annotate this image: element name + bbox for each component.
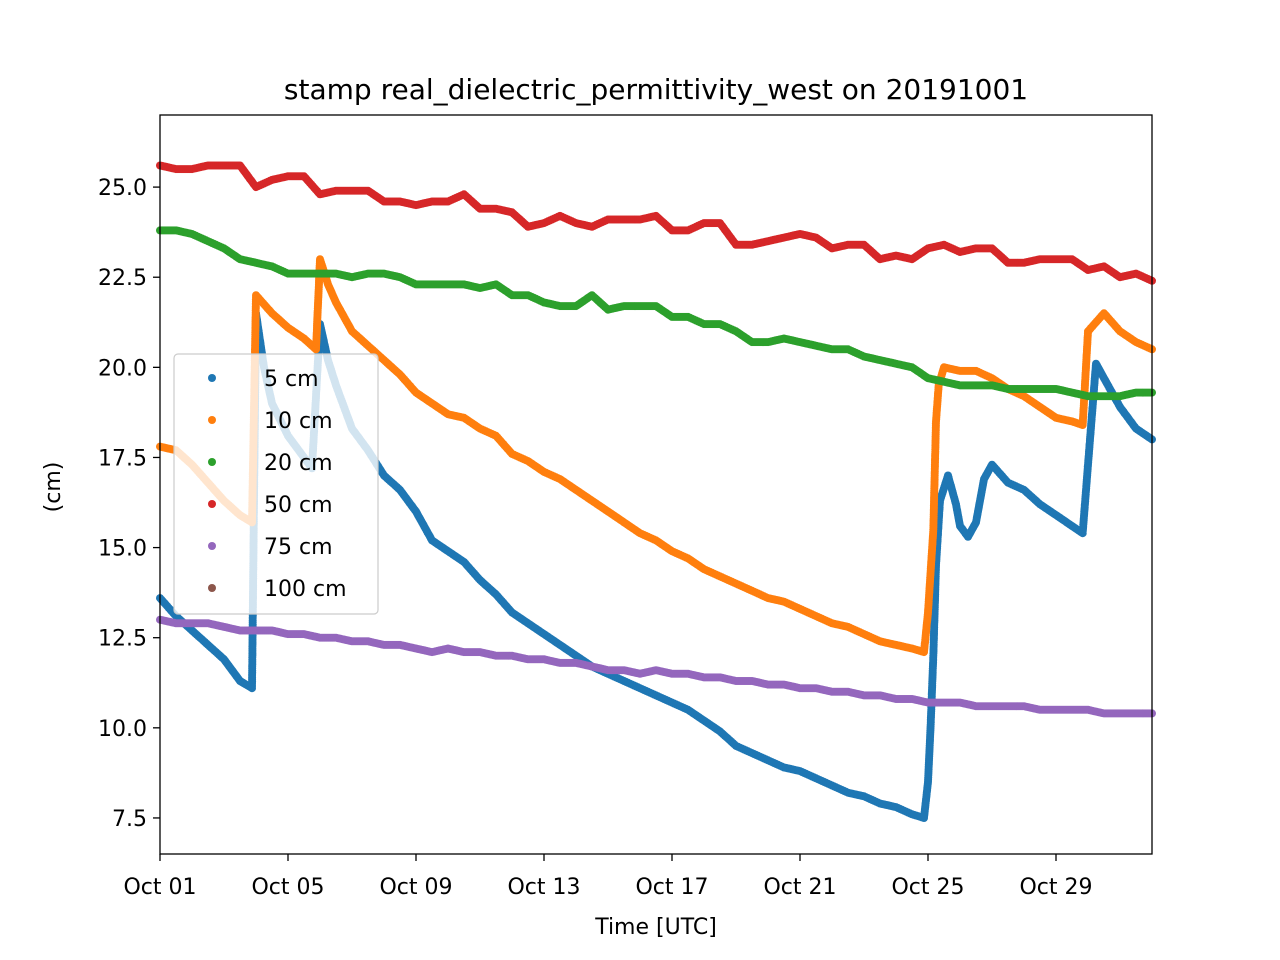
legend-marker	[208, 584, 216, 592]
x-tick-label: Oct 09	[379, 875, 452, 900]
series-50-cm	[156, 161, 1156, 285]
x-tick-label: Oct 13	[507, 875, 580, 900]
x-tick-label: Oct 29	[1019, 875, 1092, 900]
chart-title: stamp real_dielectric_permittivity_west …	[284, 73, 1028, 106]
x-tick-label: Oct 21	[763, 875, 836, 900]
x-axis: Oct 01 Oct 05 Oct 09 Oct 13 Oct 17 Oct 21 Oct …	[123, 854, 1093, 900]
legend-label: 100 cm	[264, 577, 347, 602]
legend-marker	[208, 458, 216, 466]
legend-marker	[208, 416, 216, 424]
legend-label: 5 cm	[264, 367, 319, 392]
x-tick-label: Oct 01	[123, 875, 196, 900]
y-tick-label: 17.5	[98, 446, 147, 471]
series-75-cm	[156, 615, 1156, 718]
legend-marker	[208, 374, 216, 382]
y-tick-label: 20.0	[98, 356, 147, 381]
legend-label: 50 cm	[264, 493, 333, 518]
legend-marker	[208, 500, 216, 508]
legend-label: 10 cm	[264, 409, 333, 434]
y-tick-label: 15.0	[98, 537, 147, 562]
y-tick-label: 7.5	[112, 807, 147, 832]
x-tick-label: Oct 25	[891, 875, 964, 900]
series-20-cm	[156, 226, 1156, 401]
y-tick-label: 12.5	[98, 627, 147, 652]
y-tick-label: 10.0	[98, 717, 147, 742]
legend-label: 75 cm	[264, 535, 333, 560]
legend: 5 cm 10 cm 20 cm 50 cm 75 cm 100 cm	[173, 353, 379, 615]
y-tick-label: 25.0	[98, 176, 147, 201]
y-axis: 7.5 10.0 12.5 15.0 17.5 20.0 22.5 25.0	[98, 176, 160, 832]
legend-marker	[208, 542, 216, 550]
legend-label: 20 cm	[264, 451, 333, 476]
x-tick-label: Oct 05	[251, 875, 324, 900]
y-axis-label: (cm)	[41, 462, 66, 513]
y-tick-label: 22.5	[98, 266, 147, 291]
x-tick-label: Oct 17	[635, 875, 708, 900]
legend-box	[173, 353, 379, 615]
x-axis-label: Time [UTC]	[594, 915, 717, 940]
plot-frame	[159, 114, 1153, 855]
